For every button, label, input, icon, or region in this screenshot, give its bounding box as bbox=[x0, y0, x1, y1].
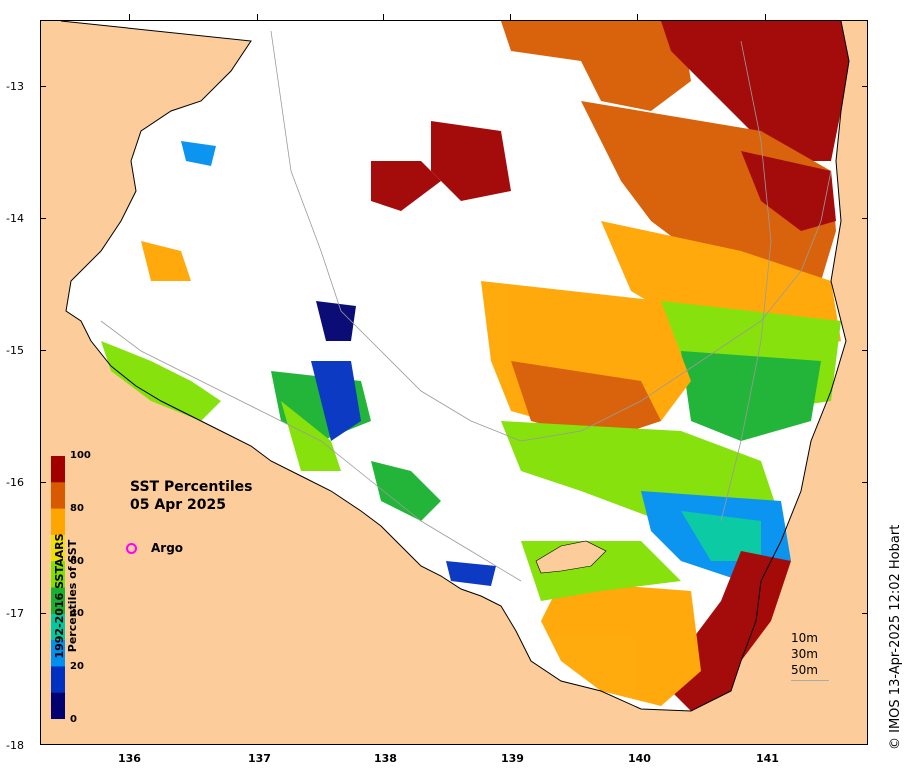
argo-marker-icon bbox=[126, 543, 137, 554]
lon-label: 140 bbox=[628, 752, 651, 765]
colorbar-tick-label: 100 bbox=[70, 450, 91, 461]
colorbar-segment bbox=[51, 587, 65, 615]
colorbar-segment bbox=[51, 456, 65, 483]
tick bbox=[862, 350, 868, 351]
tick bbox=[862, 482, 868, 483]
colorbar-segment bbox=[51, 482, 65, 510]
depth-legend: 10m 30m 50m bbox=[791, 630, 829, 681]
tick bbox=[862, 613, 868, 614]
tick bbox=[637, 14, 638, 20]
colorbar-tick-label: 20 bbox=[70, 661, 84, 672]
lat-label: -14 bbox=[6, 212, 24, 225]
depth-contour bbox=[720, 40, 772, 522]
tick bbox=[510, 14, 511, 20]
lat-label: -18 bbox=[6, 739, 24, 752]
map-title: SST Percentiles 05 Apr 2025 bbox=[130, 478, 253, 514]
colorbar-title-line: 1992-2016 SSTAARS bbox=[53, 533, 66, 659]
mornington-island bbox=[535, 540, 607, 574]
depth-legend-line bbox=[791, 680, 829, 681]
depth-contour bbox=[270, 30, 832, 442]
tick bbox=[40, 350, 46, 351]
colorbar-segment bbox=[51, 666, 65, 694]
lon-label: 141 bbox=[756, 752, 779, 765]
tick bbox=[40, 218, 46, 219]
colorbar-tick-label: 0 bbox=[70, 714, 77, 725]
lon-label: 139 bbox=[501, 752, 524, 765]
tick bbox=[383, 14, 384, 20]
colorbar-segment bbox=[51, 508, 65, 536]
lon-label: 137 bbox=[248, 752, 271, 765]
argo-label: Argo bbox=[151, 541, 184, 555]
credit-label: © IMOS 13-Apr-2025 12:02 Hobart bbox=[888, 524, 903, 750]
sst-patches bbox=[101, 21, 849, 711]
colorbar-tick-label: 80 bbox=[70, 503, 84, 514]
lat-label: -16 bbox=[6, 476, 24, 489]
lat-label: -13 bbox=[6, 80, 24, 93]
depth-legend-item: 30m bbox=[791, 647, 818, 661]
tick bbox=[862, 86, 868, 87]
tick bbox=[862, 218, 868, 219]
colorbar-tick-label: 60 bbox=[70, 556, 84, 567]
lat-label: -17 bbox=[6, 607, 24, 620]
tick bbox=[40, 482, 46, 483]
map-frame[interactable] bbox=[40, 20, 868, 745]
lat-label: -15 bbox=[6, 344, 24, 357]
argo-legend: Argo bbox=[126, 541, 183, 555]
title-line: SST Percentiles bbox=[130, 479, 253, 495]
colorbar-segment bbox=[51, 534, 65, 562]
tick bbox=[257, 14, 258, 20]
lon-label: 136 bbox=[118, 752, 141, 765]
colorbar bbox=[51, 456, 65, 719]
colorbar-segment bbox=[51, 613, 65, 641]
title-date: 05 Apr 2025 bbox=[130, 497, 226, 513]
colorbar-title: 1992-2016 SSTAARS Percentiles of SST bbox=[53, 496, 79, 696]
colorbar-tick-label: 40 bbox=[70, 608, 84, 619]
depth-legend-item: 10m bbox=[791, 631, 818, 645]
tick bbox=[40, 613, 46, 614]
colorbar-segment bbox=[51, 640, 65, 667]
sst-map bbox=[41, 21, 867, 744]
tick bbox=[765, 14, 766, 20]
colorbar-title-line: Percentiles of SST bbox=[66, 539, 79, 653]
depth-contour bbox=[100, 320, 522, 582]
colorbar-segment bbox=[51, 561, 65, 588]
tick bbox=[40, 86, 46, 87]
lon-label: 138 bbox=[374, 752, 397, 765]
colorbar-segment bbox=[51, 692, 65, 719]
depth-legend-item: 50m bbox=[791, 663, 818, 677]
coastline bbox=[60, 21, 850, 712]
tick bbox=[129, 14, 130, 20]
